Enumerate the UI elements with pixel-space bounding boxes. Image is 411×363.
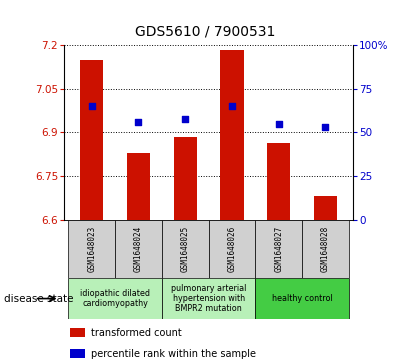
Text: pulmonary arterial
hypertension with
BMPR2 mutation: pulmonary arterial hypertension with BMP…	[171, 284, 246, 314]
Bar	[115, 220, 162, 278]
Bar	[162, 278, 255, 319]
Bar	[69, 328, 85, 337]
Text: GSM1648026: GSM1648026	[227, 225, 236, 272]
Text: transformed count: transformed count	[91, 328, 182, 338]
Bar	[267, 143, 290, 220]
Bar	[255, 220, 302, 278]
Point	[229, 103, 235, 109]
Bar	[127, 153, 150, 220]
Text: disease state: disease state	[4, 294, 74, 303]
Bar	[314, 196, 337, 220]
Bar	[68, 220, 115, 278]
Text: idiopathic dilated
cardiomyopathy: idiopathic dilated cardiomyopathy	[80, 289, 150, 308]
Point	[182, 117, 189, 122]
Text: GDS5610 / 7900531: GDS5610 / 7900531	[135, 24, 276, 38]
Text: GSM1648025: GSM1648025	[181, 225, 190, 272]
Bar	[209, 220, 255, 278]
Bar	[80, 60, 104, 220]
Point	[322, 124, 329, 130]
Point	[275, 121, 282, 127]
Bar	[68, 278, 162, 319]
Text: GSM1648024: GSM1648024	[134, 225, 143, 272]
Text: GSM1648027: GSM1648027	[274, 225, 283, 272]
Bar	[302, 220, 349, 278]
Bar	[255, 278, 349, 319]
Bar	[162, 220, 209, 278]
Bar	[173, 137, 197, 220]
Text: percentile rank within the sample: percentile rank within the sample	[91, 349, 256, 359]
Text: GSM1648028: GSM1648028	[321, 225, 330, 272]
Point	[88, 103, 95, 109]
Bar	[69, 348, 85, 358]
Text: healthy control: healthy control	[272, 294, 332, 303]
Point	[135, 119, 142, 125]
Bar	[220, 50, 244, 220]
Text: GSM1648023: GSM1648023	[87, 225, 96, 272]
